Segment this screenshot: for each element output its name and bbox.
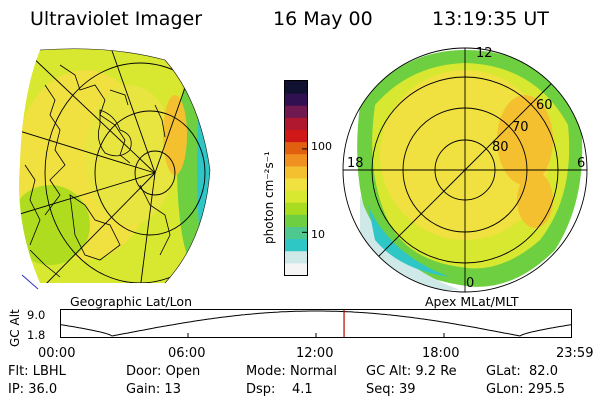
glat-value: 82.0 [529, 364, 558, 379]
xtick-2359: 23:59 [556, 346, 594, 361]
left-map-caption: Geographic Lat/Lon [70, 294, 192, 309]
colorbar-band [285, 117, 307, 130]
door-value: Open [165, 364, 201, 379]
mlat-label-60: 60 [536, 98, 553, 113]
colorbar-band [285, 153, 307, 167]
filter-label: Flt: [8, 364, 29, 379]
dsp-value: 4.1 [291, 382, 313, 397]
status-seq: Seq: 39 [366, 382, 416, 397]
colorbar-band [285, 141, 307, 155]
mlat-label-70: 70 [512, 120, 529, 135]
status-mode: Mode: Normal [246, 364, 337, 379]
colorbar-band [285, 250, 307, 264]
xtick-1200: 12:00 [296, 346, 334, 361]
geographic-map [19, 48, 211, 290]
status-glat: GLat: 82.0 [486, 364, 558, 379]
mlt-label-18: 18 [347, 156, 364, 171]
status-gcalt: GC Alt: 9.2 Re [366, 364, 457, 379]
colorbar-band [285, 165, 307, 179]
colorbar-band [285, 202, 307, 215]
colorbar [284, 80, 308, 276]
mode-value: Normal [289, 364, 337, 379]
colorbar-band [285, 238, 307, 252]
colorbar-band [285, 81, 307, 94]
mlt-label-0: 0 [466, 276, 475, 291]
altitude-ytick-top: 9.0 [27, 308, 46, 322]
colorbar-band [285, 262, 307, 276]
glon-label: GLon: [486, 382, 524, 397]
gcalt-label: GC Alt: [366, 364, 412, 379]
colorbar-band [285, 105, 307, 118]
colorbar-band [285, 178, 307, 191]
seq-label: Seq: [366, 382, 395, 397]
altitude-ylabel: GC Alt [8, 309, 22, 347]
xtick-0000: 00:00 [38, 346, 76, 361]
colorbar-band [285, 93, 307, 106]
status-ip: IP: 36.0 [8, 382, 57, 397]
colorbar-band [285, 214, 307, 227]
altitude-plot-frame [60, 309, 572, 338]
status-gain: Gain: 13 [126, 382, 181, 397]
colorbar-band [285, 190, 307, 203]
gain-label: Gain: [126, 382, 161, 397]
ip-value: 36.0 [28, 382, 58, 397]
door-label: Door: [126, 364, 162, 379]
colorbar-tick-100: 100 [311, 140, 332, 153]
app-title: Ultraviolet Imager [30, 8, 203, 30]
seq-value: 39 [399, 382, 416, 397]
mlt-label-6: 6 [577, 156, 586, 171]
glat-label: GLat: [486, 364, 521, 379]
status-glon: GLon: 295.5 [486, 382, 565, 397]
colorbar-tick-10: 10 [311, 228, 325, 241]
right-map-caption: Apex MLat/MLT [425, 294, 519, 309]
glon-value: 295.5 [527, 382, 566, 397]
altitude-curve [60, 310, 572, 337]
altitude-plot [60, 309, 572, 338]
colorbar-band [285, 129, 307, 143]
mlat-label-80: 80 [492, 140, 509, 155]
filter-value: LBHL [32, 364, 66, 379]
status-door: Door: Open [126, 364, 200, 379]
xtick-0600: 06:00 [168, 346, 206, 361]
mode-label: Mode: [246, 364, 286, 379]
xtick-1800: 18:00 [422, 346, 460, 361]
mlt-label-12: 12 [476, 46, 493, 61]
ip-label: IP: [8, 382, 25, 397]
time-label: 13:19:35 UT [432, 8, 549, 30]
colorbar-band [285, 226, 307, 240]
date-label: 16 May 00 [273, 8, 373, 30]
status-filter: Flt: LBHL [8, 364, 66, 379]
altitude-ytick-bottom: 1.8 [27, 328, 46, 342]
gain-value: 13 [164, 382, 181, 397]
magnetic-polar-map [342, 47, 588, 293]
status-dsp: Dsp: 4.1 [246, 382, 313, 397]
colorbar-frame [284, 80, 308, 276]
dsp-label: Dsp: [246, 382, 276, 397]
gcalt-value: 9.2 Re [415, 364, 457, 379]
colorbar-unit-label: photon cm⁻²s⁻¹ [262, 151, 276, 244]
